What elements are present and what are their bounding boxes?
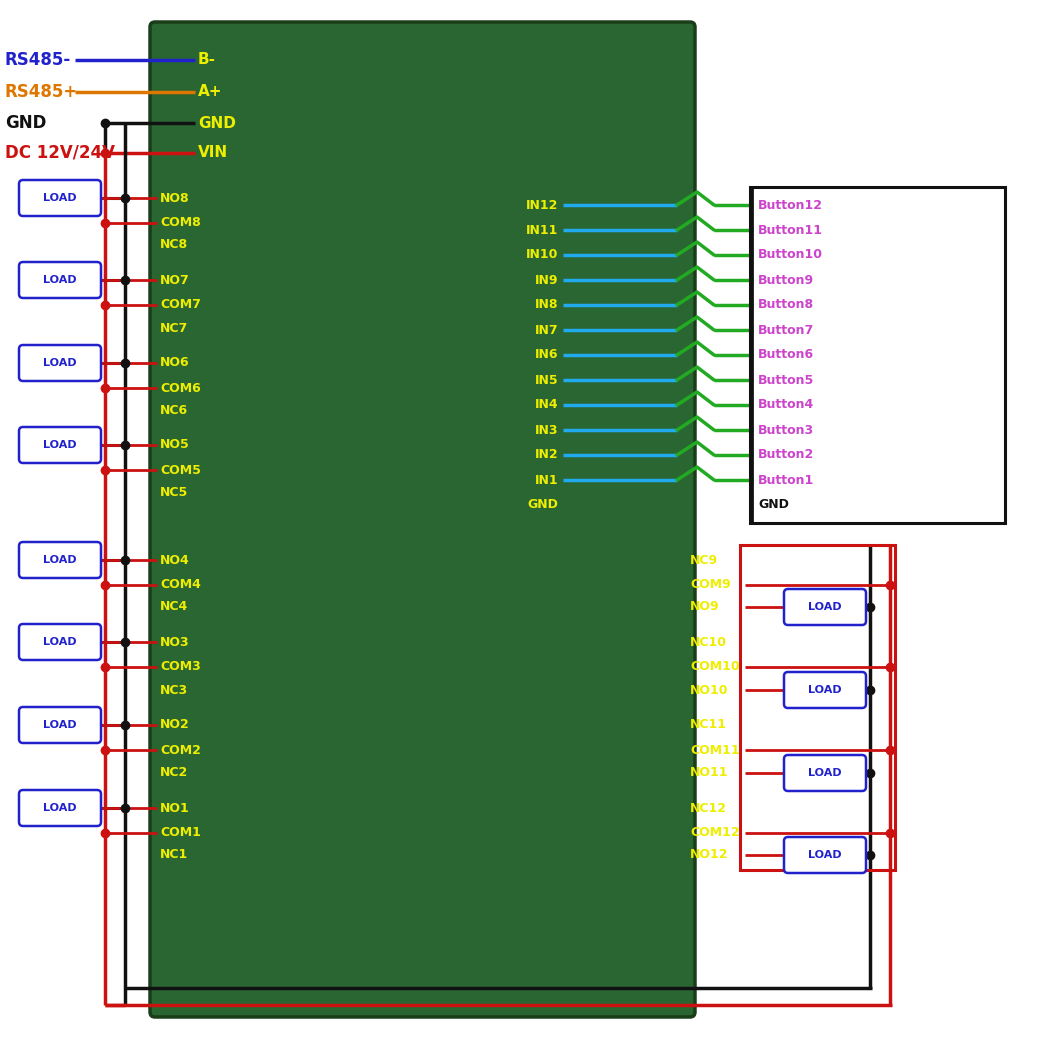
Text: Button3: Button3 bbox=[758, 423, 814, 437]
Text: COM2: COM2 bbox=[160, 743, 201, 756]
Text: COM5: COM5 bbox=[160, 463, 201, 477]
Text: Button10: Button10 bbox=[758, 249, 823, 261]
Text: IN4: IN4 bbox=[534, 399, 558, 412]
FancyBboxPatch shape bbox=[19, 707, 101, 743]
Bar bbox=[740, 545, 895, 870]
Text: NC8: NC8 bbox=[160, 238, 188, 252]
Text: COM10: COM10 bbox=[690, 660, 739, 673]
Text: A+: A+ bbox=[198, 84, 223, 100]
Text: IN10: IN10 bbox=[526, 249, 558, 261]
Text: NC5: NC5 bbox=[160, 486, 188, 500]
Text: NC6: NC6 bbox=[160, 403, 188, 417]
Text: LOAD: LOAD bbox=[43, 555, 77, 565]
Text: NO5: NO5 bbox=[160, 439, 190, 452]
Text: Button7: Button7 bbox=[758, 323, 814, 336]
Text: COM11: COM11 bbox=[690, 743, 739, 756]
Text: Button6: Button6 bbox=[758, 349, 814, 361]
Text: IN2: IN2 bbox=[534, 448, 558, 462]
Text: NO9: NO9 bbox=[690, 601, 719, 613]
Text: NC11: NC11 bbox=[690, 718, 727, 732]
FancyBboxPatch shape bbox=[784, 837, 866, 873]
FancyBboxPatch shape bbox=[19, 427, 101, 463]
Text: LOAD: LOAD bbox=[808, 685, 842, 695]
Text: DC 12V/24V: DC 12V/24V bbox=[5, 144, 116, 162]
Text: NC10: NC10 bbox=[690, 635, 727, 649]
Text: LOAD: LOAD bbox=[43, 275, 77, 285]
Text: LOAD: LOAD bbox=[43, 358, 77, 367]
Text: NC12: NC12 bbox=[690, 801, 727, 815]
Text: NO6: NO6 bbox=[160, 357, 190, 370]
FancyBboxPatch shape bbox=[150, 22, 695, 1017]
Text: GND: GND bbox=[5, 114, 46, 132]
Text: COM6: COM6 bbox=[160, 381, 201, 395]
Text: IN11: IN11 bbox=[526, 224, 558, 236]
Text: LOAD: LOAD bbox=[808, 602, 842, 612]
Text: LOAD: LOAD bbox=[43, 440, 77, 450]
Text: NO11: NO11 bbox=[690, 766, 729, 779]
Text: NC7: NC7 bbox=[160, 321, 188, 335]
Text: GND: GND bbox=[198, 116, 236, 130]
Text: Button2: Button2 bbox=[758, 448, 814, 462]
Text: NC3: NC3 bbox=[160, 684, 188, 696]
Text: COM3: COM3 bbox=[160, 660, 201, 673]
Text: NC2: NC2 bbox=[160, 766, 188, 779]
Text: LOAD: LOAD bbox=[808, 768, 842, 778]
Text: RS485-: RS485- bbox=[5, 51, 71, 69]
Text: B-: B- bbox=[198, 52, 216, 67]
Text: NO10: NO10 bbox=[690, 684, 729, 696]
Text: LOAD: LOAD bbox=[43, 720, 77, 730]
Text: NC4: NC4 bbox=[160, 601, 188, 613]
Text: IN6: IN6 bbox=[534, 349, 558, 361]
Text: IN5: IN5 bbox=[534, 374, 558, 386]
Text: COM4: COM4 bbox=[160, 579, 201, 591]
Text: Button11: Button11 bbox=[758, 224, 823, 236]
Text: NO2: NO2 bbox=[160, 718, 190, 732]
Text: GND: GND bbox=[758, 499, 789, 511]
Text: Button5: Button5 bbox=[758, 374, 814, 386]
Text: VIN: VIN bbox=[198, 146, 228, 161]
Text: IN9: IN9 bbox=[534, 273, 558, 287]
Text: NO1: NO1 bbox=[160, 801, 190, 815]
Text: LOAD: LOAD bbox=[43, 637, 77, 647]
Text: COM7: COM7 bbox=[160, 298, 201, 312]
Text: RS485+: RS485+ bbox=[5, 83, 79, 101]
Text: NO3: NO3 bbox=[160, 635, 190, 649]
FancyBboxPatch shape bbox=[19, 790, 101, 826]
Text: NO8: NO8 bbox=[160, 191, 190, 205]
FancyBboxPatch shape bbox=[784, 755, 866, 791]
Text: Button8: Button8 bbox=[758, 298, 814, 312]
Text: NO7: NO7 bbox=[160, 273, 190, 287]
Text: COM8: COM8 bbox=[160, 216, 201, 230]
Text: LOAD: LOAD bbox=[43, 193, 77, 203]
Text: IN7: IN7 bbox=[534, 323, 558, 336]
Text: Button4: Button4 bbox=[758, 399, 814, 412]
Text: NO4: NO4 bbox=[160, 553, 190, 567]
Text: Button9: Button9 bbox=[758, 273, 814, 287]
Text: COM9: COM9 bbox=[690, 579, 731, 591]
Text: IN12: IN12 bbox=[526, 198, 558, 211]
Text: LOAD: LOAD bbox=[808, 850, 842, 860]
FancyBboxPatch shape bbox=[19, 262, 101, 298]
Text: NC9: NC9 bbox=[690, 553, 718, 567]
Text: LOAD: LOAD bbox=[43, 803, 77, 813]
FancyBboxPatch shape bbox=[19, 180, 101, 216]
Text: GND: GND bbox=[527, 499, 558, 511]
Text: IN1: IN1 bbox=[534, 474, 558, 486]
FancyBboxPatch shape bbox=[784, 589, 866, 625]
Text: IN8: IN8 bbox=[534, 298, 558, 312]
FancyBboxPatch shape bbox=[19, 624, 101, 660]
Text: IN3: IN3 bbox=[534, 423, 558, 437]
FancyBboxPatch shape bbox=[784, 672, 866, 708]
Text: Button1: Button1 bbox=[758, 474, 814, 486]
Bar bbox=[750, 187, 1005, 523]
Text: COM1: COM1 bbox=[160, 826, 201, 840]
Text: NO12: NO12 bbox=[690, 848, 729, 861]
FancyBboxPatch shape bbox=[19, 345, 101, 381]
FancyBboxPatch shape bbox=[19, 542, 101, 578]
Text: NC1: NC1 bbox=[160, 848, 188, 861]
Text: Button12: Button12 bbox=[758, 198, 823, 211]
Text: COM12: COM12 bbox=[690, 826, 739, 840]
